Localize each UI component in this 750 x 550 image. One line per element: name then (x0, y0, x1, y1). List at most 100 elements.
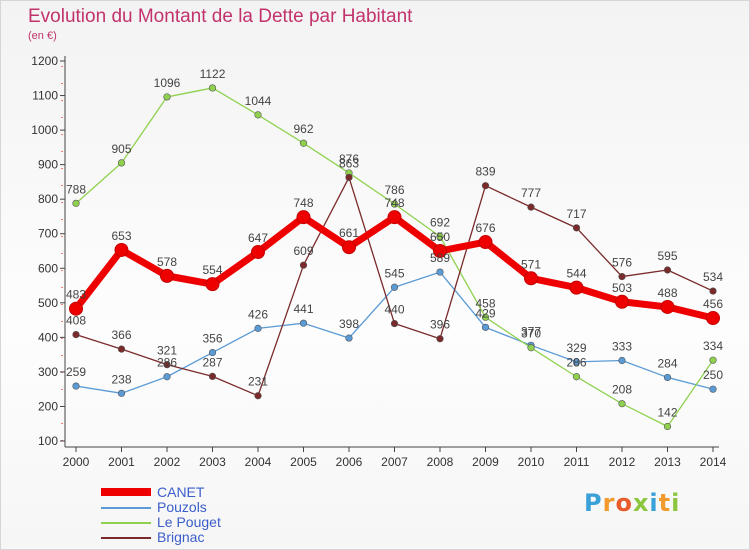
data-label-canet: 544 (566, 267, 586, 281)
data-label-brignac: 408 (66, 314, 86, 328)
data-label-le-pouget: 692 (430, 215, 450, 229)
data-label-le-pouget: 1122 (200, 67, 226, 81)
data-label-canet: 661 (339, 226, 359, 240)
data-point-pouzols (299, 319, 308, 327)
y-tick-label: 700 (38, 227, 58, 241)
data-label-brignac: 534 (703, 270, 723, 284)
data-point-brignac (117, 345, 126, 353)
logo-letter: o (615, 489, 633, 517)
data-point-canet (387, 210, 402, 225)
data-label-brignac: 396 (430, 318, 450, 332)
data-point-canet (296, 210, 311, 225)
data-label-pouzols: 356 (202, 332, 222, 346)
data-point-le-pouget (709, 356, 717, 364)
x-tick-label: 2001 (108, 455, 135, 469)
data-point-pouzols (254, 324, 262, 332)
data-label-le-pouget: 876 (339, 152, 359, 166)
data-point-canet (433, 244, 447, 258)
x-tick-label: 2014 (700, 455, 727, 469)
data-point-le-pouget (481, 313, 490, 321)
data-point-canet (524, 271, 538, 286)
data-point-canet (660, 299, 675, 314)
data-point-brignac (527, 203, 535, 211)
data-label-le-pouget: 1096 (154, 76, 181, 90)
data-point-le-pouget (663, 422, 672, 431)
data-point-pouzols (163, 373, 171, 381)
x-tick-label: 2005 (290, 455, 317, 469)
data-point-pouzols (390, 283, 399, 291)
logo-letter: x (632, 489, 650, 517)
data-point-brignac (208, 372, 217, 381)
data-label-le-pouget: 458 (475, 296, 495, 310)
data-label-brignac: 321 (157, 344, 177, 358)
data-label-canet: 488 (657, 286, 677, 300)
data-label-le-pouget: 786 (384, 183, 404, 197)
data-point-canet (160, 268, 174, 283)
data-label-brignac: 595 (657, 249, 677, 263)
data-label-pouzols: 589 (430, 251, 450, 265)
data-point-brignac (254, 392, 262, 400)
legend-swatch-pouzols (101, 507, 151, 509)
y-tick-label: 1000 (31, 123, 58, 137)
data-label-brignac: 609 (293, 244, 313, 258)
data-point-pouzols (117, 389, 126, 397)
data-label-pouzols: 250 (703, 368, 723, 382)
data-point-brignac (436, 335, 444, 343)
y-tick-label: 300 (38, 365, 58, 379)
data-label-pouzols: 398 (339, 317, 359, 331)
data-label-canet: 456 (703, 297, 723, 311)
data-label-canet: 676 (475, 221, 495, 235)
data-label-pouzols: 545 (384, 266, 404, 280)
data-point-canet (478, 235, 493, 250)
data-label-pouzols: 284 (657, 356, 677, 370)
data-label-le-pouget: 286 (566, 356, 586, 370)
legend-swatch-le-pouget (101, 522, 151, 524)
data-point-brignac (163, 361, 171, 369)
chart-series-layer (69, 84, 720, 431)
chart-data-labels: 259 238 286 356 426 441 398 545 589 429 377 329 333 2… (66, 67, 723, 420)
data-point-canet (706, 311, 720, 326)
legend-label-pouzols: Pouzols (157, 499, 207, 515)
data-point-pouzols (481, 323, 490, 331)
y-tick-label: 900 (38, 158, 58, 172)
proxiti-logo: Proxiti (584, 489, 680, 517)
data-point-brignac (709, 287, 717, 295)
data-label-pouzols: 441 (293, 302, 313, 316)
data-point-le-pouget (618, 400, 626, 408)
data-point-le-pouget (208, 84, 217, 92)
data-point-le-pouget (299, 139, 308, 147)
data-point-le-pouget (527, 344, 535, 352)
y-tick-label: 100 (38, 434, 58, 448)
data-point-pouzols (436, 268, 444, 276)
data-label-canet: 554 (202, 263, 222, 277)
data-label-brignac: 863 (339, 156, 359, 170)
legend-swatch-canet (101, 488, 151, 496)
data-label-pouzols: 238 (111, 372, 131, 386)
data-point-canet (69, 301, 83, 316)
x-tick-label: 2009 (472, 455, 499, 469)
data-label-le-pouget: 905 (111, 142, 131, 156)
y-tick-label: 600 (38, 261, 58, 275)
chart-title: Evolution du Montant de la Dette par Hab… (28, 6, 413, 27)
data-point-brignac (572, 224, 581, 232)
x-tick-label: 2008 (427, 455, 454, 469)
data-point-le-pouget (163, 93, 171, 101)
data-label-pouzols: 259 (66, 365, 86, 379)
data-point-brignac (345, 173, 353, 182)
data-label-pouzols: 329 (566, 341, 586, 355)
x-tick-label: 2007 (381, 455, 408, 469)
data-point-canet (251, 245, 265, 260)
data-point-canet (569, 280, 584, 295)
data-point-brignac (72, 331, 80, 339)
data-label-pouzols: 333 (612, 340, 632, 354)
x-tick-label: 2003 (199, 455, 226, 469)
data-point-brignac (663, 266, 672, 274)
legend-label-brignac: Brignac (157, 529, 205, 545)
data-label-brignac: 717 (566, 207, 586, 221)
data-point-pouzols (572, 358, 581, 366)
data-point-brignac (618, 272, 626, 281)
data-label-le-pouget: 962 (293, 122, 313, 136)
data-point-pouzols (72, 382, 80, 390)
logo-letter: t (658, 489, 672, 517)
